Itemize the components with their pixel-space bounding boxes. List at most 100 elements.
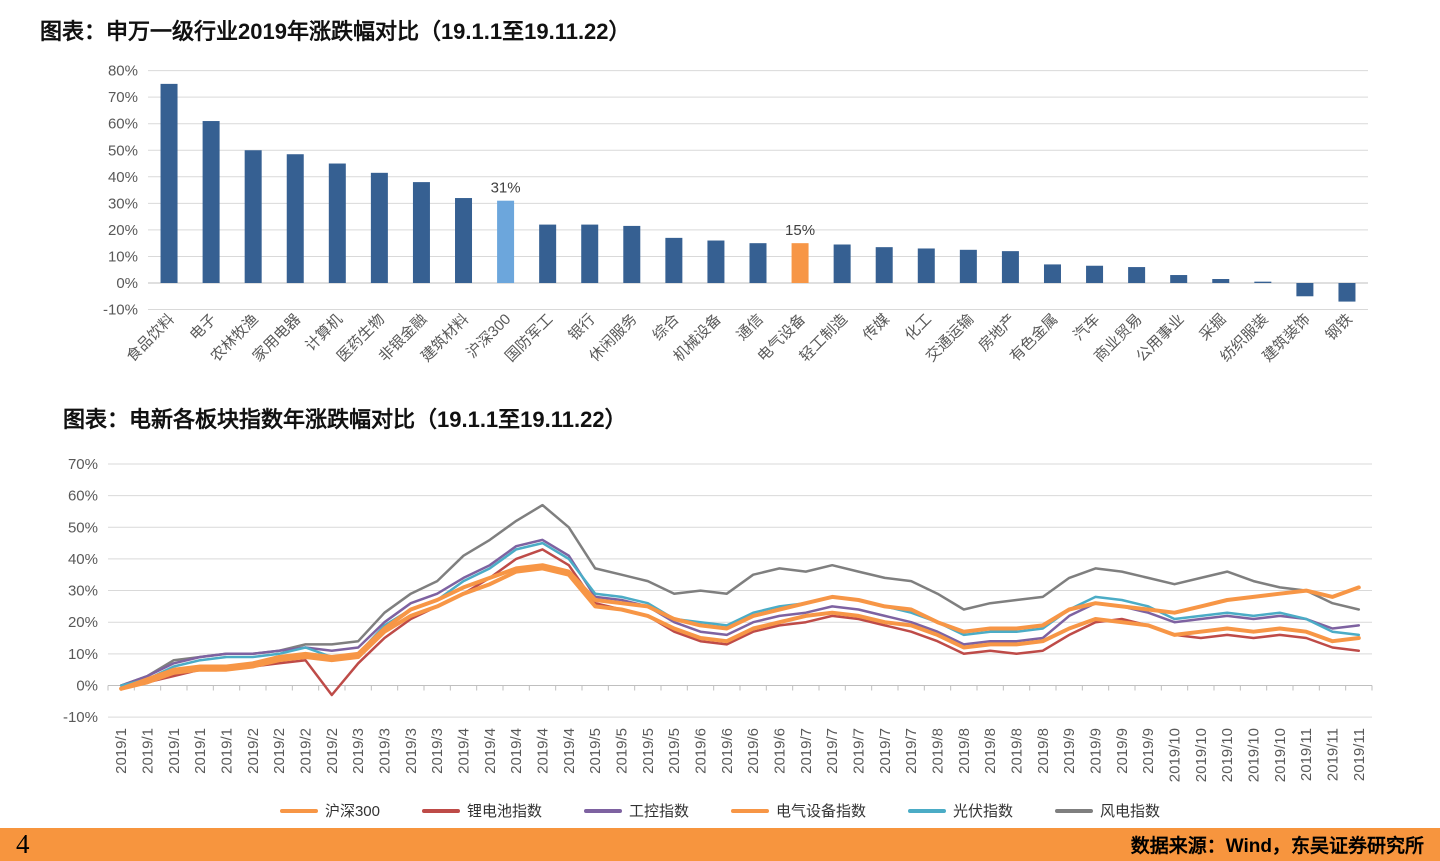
x-axis-label: 2019/2 xyxy=(271,728,288,774)
bar-value-label: 31% xyxy=(491,180,521,197)
y-axis-label: 60% xyxy=(68,488,98,505)
x-axis-label: 2019/9 xyxy=(1061,728,1078,774)
x-axis-label: 2019/3 xyxy=(403,728,420,774)
bar xyxy=(1128,267,1146,283)
bar xyxy=(959,249,977,283)
x-axis-label: 2019/5 xyxy=(614,728,631,774)
x-axis-label: 2019/5 xyxy=(587,728,604,774)
bar xyxy=(1086,265,1104,283)
x-axis-label: 2019/11 xyxy=(1351,728,1368,781)
x-axis-label: 银行 xyxy=(565,311,598,344)
bar xyxy=(1338,283,1356,302)
x-axis-label: 2019/3 xyxy=(350,728,367,774)
x-axis-label: 2019/10 xyxy=(1246,728,1263,782)
x-axis-label: 2019/9 xyxy=(1140,728,1157,774)
x-axis-label: 2019/11 xyxy=(1298,728,1315,781)
x-axis-label: 2019/10 xyxy=(1219,728,1236,782)
series-line-0 xyxy=(119,563,1361,691)
x-axis-label: 2019/9 xyxy=(1114,728,1131,774)
bar xyxy=(1254,281,1272,283)
x-axis-label: 2019/7 xyxy=(851,728,868,774)
x-axis-label: 2019/1 xyxy=(192,728,209,774)
bar-chart: 80%70%60%50%40%30%20%10%0%-10%食品饮料 电子农林牧渔… xyxy=(103,63,1368,365)
x-axis-label: 2019/7 xyxy=(824,728,841,774)
bar xyxy=(581,224,599,283)
x-axis-label: 2019/10 xyxy=(1272,728,1289,782)
x-axis-label: 2019/4 xyxy=(456,728,473,774)
bar xyxy=(202,121,220,283)
y-axis-label: 0% xyxy=(116,275,138,292)
legend-swatch xyxy=(908,808,947,813)
bar xyxy=(1170,275,1188,283)
x-axis-label: 2019/4 xyxy=(482,728,499,774)
bar xyxy=(917,248,935,283)
bar xyxy=(791,243,809,283)
legend-item-0: 沪深300 xyxy=(279,800,380,821)
x-axis-label: 食品饮料 xyxy=(123,311,177,365)
x-axis-label: 2019/4 xyxy=(535,728,552,774)
x-axis-label: 通信 xyxy=(734,311,767,344)
x-axis-label: 化工 xyxy=(902,311,935,344)
bar xyxy=(160,83,178,283)
x-axis-label: 2019/7 xyxy=(798,728,815,774)
legend-item-2: 工控指数 xyxy=(583,800,689,821)
y-axis-label: 40% xyxy=(108,169,138,186)
data-source: 数据来源：Wind，东吴证券研究所 xyxy=(1130,836,1424,857)
legend-item-5: 风电指数 xyxy=(1055,800,1160,821)
y-axis-label: 20% xyxy=(108,222,138,239)
x-axis-label: 2019/2 xyxy=(245,728,262,774)
bar xyxy=(328,163,346,283)
x-axis-label: 2019/11 xyxy=(1325,728,1342,781)
y-axis-label: 20% xyxy=(68,614,98,631)
legend-swatch xyxy=(1055,808,1094,813)
bar xyxy=(370,172,388,283)
legend-item-1: 锂电池指数 xyxy=(421,800,542,821)
legend-label: 锂电池指数 xyxy=(466,803,542,820)
x-axis-label: 综合 xyxy=(649,311,682,344)
page-number: 4 xyxy=(16,829,30,859)
bar xyxy=(244,150,262,283)
line-chart: 70% 60% 50% 40% 30% 20% 10% 0% -10% 2019/1 2019/1 2… xyxy=(63,456,1373,782)
footer-bar: 4 数据来源：Wind，东吴证券研究所 xyxy=(0,828,1440,861)
y-axis-label: 60% xyxy=(108,116,138,133)
legend-swatch xyxy=(731,808,769,813)
x-axis-label: 2019/3 xyxy=(377,728,394,774)
chart-legend: 沪深300 锂电池指数 工控指数 电气设备指数 光伏指数 风电指数 xyxy=(0,800,1440,821)
y-axis-label: 70% xyxy=(68,456,98,473)
legend-label: 电气设备指数 xyxy=(776,803,867,820)
x-axis-label: 2019/6 xyxy=(745,728,762,774)
y-axis-label: 10% xyxy=(68,646,98,663)
legend-item-3: 电气设备指数 xyxy=(731,800,866,821)
y-axis-label: 50% xyxy=(68,519,98,536)
x-axis-label: 2019/8 xyxy=(982,728,999,774)
bar xyxy=(665,237,683,283)
y-axis-label: -10% xyxy=(103,302,138,319)
x-axis-label: 2019/8 xyxy=(1035,728,1052,774)
x-axis-label: 汽车 xyxy=(1070,311,1103,344)
bar-chart-title: 图表：申万一级行业2019年涨跌幅对比（19.1.1至19.11.22） xyxy=(40,19,631,44)
x-axis-label: 2019/6 xyxy=(693,728,710,774)
x-axis-label: 2019/2 xyxy=(298,728,315,774)
bar xyxy=(833,244,851,283)
y-axis-label: 50% xyxy=(108,142,138,159)
legend-label: 工控指数 xyxy=(628,803,689,820)
x-axis-label: 2019/5 xyxy=(666,728,683,774)
bar xyxy=(1212,279,1230,283)
bar xyxy=(539,224,557,283)
x-axis-label: 2019/6 xyxy=(772,728,789,774)
x-axis-label: 采掘 xyxy=(1196,311,1229,344)
bar xyxy=(707,240,725,283)
x-axis-label: 2019/3 xyxy=(429,728,446,774)
x-axis-label: 2019/4 xyxy=(508,728,525,774)
bar xyxy=(1001,251,1019,283)
bar xyxy=(497,200,515,283)
legend-label: 光伏指数 xyxy=(953,803,1014,820)
x-axis-label: 2019/5 xyxy=(640,728,657,774)
bar xyxy=(875,247,893,283)
y-axis-label: 30% xyxy=(68,583,98,600)
legend-swatch xyxy=(421,808,460,813)
x-axis-label: 2019/8 xyxy=(930,728,947,774)
bar xyxy=(412,182,430,283)
x-axis-label: 钢铁 xyxy=(1323,311,1356,344)
bar-value-label: 15% xyxy=(785,222,815,239)
